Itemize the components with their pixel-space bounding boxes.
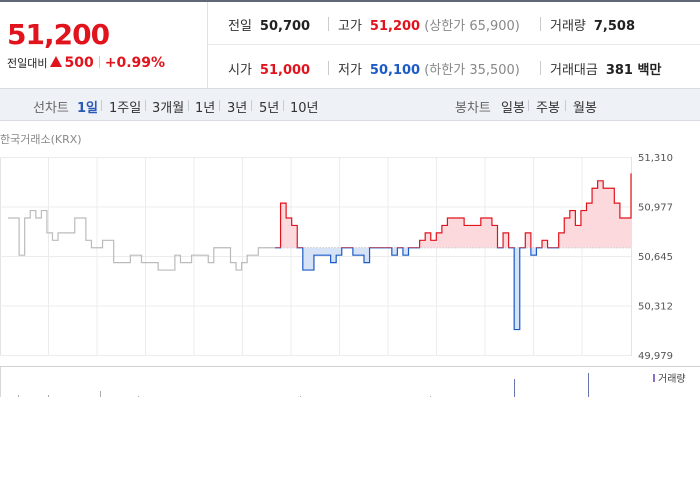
top-border — [0, 0, 700, 2]
turnover: 거래대금 381 백만 — [550, 63, 662, 78]
tab-5y[interactable]: 5년 — [259, 101, 280, 116]
change-label: 전일대비 — [7, 57, 48, 70]
y-tick-label: 50,312 — [638, 302, 673, 313]
volume-bar — [18, 395, 19, 397]
tab-weekly[interactable]: 주봉 — [536, 101, 560, 116]
divider — [283, 100, 284, 111]
tab-1d[interactable]: 1일 — [77, 101, 99, 116]
y-tick-label: 50,977 — [638, 203, 673, 214]
up-triangle-icon — [50, 56, 63, 67]
divider — [188, 100, 189, 111]
volume: 거래량 7,508 — [550, 19, 636, 34]
volume-bar — [48, 395, 49, 397]
current-price: 51,200 — [7, 18, 110, 51]
divider — [328, 17, 329, 31]
divider — [219, 100, 220, 111]
area-fill-down — [275, 247, 631, 330]
price-line-up — [275, 173, 632, 248]
volume-bar — [588, 373, 589, 397]
volume-legend-label: 거래량 — [658, 373, 686, 385]
price-summary: 51,200 전일대비 500 +0.99% — [0, 2, 208, 88]
candle-chart-label: 봉차트 — [455, 101, 491, 116]
tab-10y[interactable]: 10년 — [290, 101, 319, 116]
y-tick-label: 51,310 — [638, 153, 673, 164]
change-row: 전일대비 500 +0.99% — [7, 55, 165, 71]
volume-legend-marker — [653, 374, 655, 382]
divider — [540, 17, 541, 31]
tab-daily[interactable]: 일봉 — [501, 101, 525, 116]
y-tick-label: 49,979 — [638, 351, 673, 362]
y-tick-label: 50,645 — [638, 252, 673, 263]
change-amount: 500 — [64, 55, 94, 71]
divider — [328, 61, 329, 75]
low-price: 저가 50,100 (하한가 35,500) — [338, 63, 520, 78]
chart-source: 한국거래소(KRX) — [0, 133, 82, 146]
volume-bar — [514, 379, 515, 397]
price-line-premarket — [8, 209, 275, 271]
change-rate: +0.99% — [104, 55, 166, 71]
divider — [565, 100, 566, 111]
tab-3y[interactable]: 3년 — [227, 101, 248, 116]
open-price: 시가 51,000 — [228, 63, 311, 78]
info-divider — [208, 44, 700, 45]
chart-tab-bar: 선차트 1일 1주일 3개월 1년 3년 5년 10년 봉차트 일봉 주봉 월봉 — [0, 88, 700, 121]
tab-3m[interactable]: 3개월 — [152, 101, 185, 116]
volume-bar — [300, 396, 301, 397]
tab-1y[interactable]: 1년 — [195, 101, 216, 116]
divider — [101, 100, 102, 111]
divider — [540, 61, 541, 75]
high-price: 고가 51,200 (상한가 65,900) — [338, 19, 520, 34]
tab-monthly[interactable]: 월봉 — [573, 101, 597, 116]
tab-1w[interactable]: 1주일 — [109, 101, 142, 116]
quote-info: 전일 50,700 고가 51,200 (상한가 65,900) 거래량 7,508 … — [208, 2, 700, 88]
divider — [145, 100, 146, 111]
volume-bar — [138, 396, 139, 397]
prev-close: 전일 50,700 — [228, 19, 311, 34]
volume-bar — [100, 391, 101, 397]
volume-pane-edge — [0, 367, 1, 397]
area-fill-up — [275, 173, 631, 248]
volume-bar — [430, 396, 431, 397]
divider — [98, 56, 100, 68]
divider — [528, 100, 529, 111]
price-line-down — [275, 247, 560, 331]
divider — [251, 100, 252, 111]
line-chart-label: 선차트 — [33, 101, 69, 116]
